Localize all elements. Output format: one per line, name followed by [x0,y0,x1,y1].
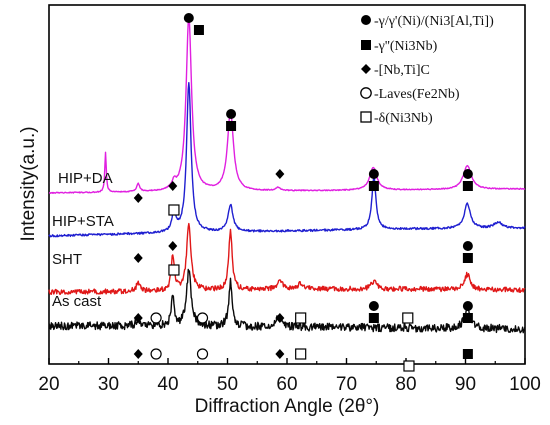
x-tick-label: 20 [38,374,59,395]
phase-marker-circle-filled [368,169,379,179]
phase-marker-square-open [168,264,180,276]
series-labels: HIP+DA HIP+STA SHT As cast [52,170,114,310]
phase-marker-diamond-filled [133,193,143,203]
phase-marker-diamond-filled [133,253,143,263]
legend-label-gamma-double-prime: -γ''(Ni3Nb) [374,39,438,54]
legend-filled-diamond-icon [361,64,371,74]
phase-marker-circle-filled [462,169,473,179]
phase-marker-circle-open [196,312,209,324]
phase-marker-diamond-filled [168,181,178,191]
x-tick-label: 60 [276,374,297,395]
phase-marker-square-open [295,348,307,360]
phase-marker-square-open [403,360,415,372]
x-tick-label: 50 [217,374,238,395]
series-line [48,268,526,334]
phase-marker-square-filled [462,313,473,323]
phase-marker-square-filled [368,181,379,191]
phase-markers [133,13,473,372]
phase-marker-square-open [402,312,414,324]
x-tick-label: 40 [157,374,178,395]
x-axis-label: Diffraction Angle (2θ°) [195,396,380,417]
legend: -γ/γ'(Ni)/(Ni3[Al,Ti]) -γ''(Ni3Nb) -[Nb,… [360,14,494,126]
x-tick-labels: 20 30 40 50 60 70 80 90 100 [38,374,540,395]
legend-label-laves: -Laves(Fe2Nb) [374,87,460,102]
phase-marker-square-filled [193,25,204,35]
phase-marker-square-filled [368,313,379,323]
phase-marker-diamond-filled [275,313,285,323]
phase-marker-circle-open [150,348,162,360]
phase-marker-circle-open [196,348,209,360]
series-line [48,15,526,195]
legend-label-carbide: -[Nb,Ti]C [374,63,430,78]
plot-frame [48,4,526,365]
series-label-hip-da: HIP+DA [58,170,113,187]
phase-marker-circle-filled [183,13,194,23]
phase-marker-square-filled [226,121,237,131]
phase-marker-diamond-filled [168,241,178,251]
series-label-hip-sta: HIP+STA [52,213,114,230]
x-tick-label: 80 [395,374,416,395]
phase-marker-square-open [295,312,307,324]
legend-label-delta: -δ(Ni3Nb) [374,111,433,126]
phase-marker-square-filled [462,181,473,191]
legend-filled-square-icon [361,40,371,50]
phase-marker-circle-filled [368,301,379,311]
phase-marker-diamond-filled [275,169,285,179]
x-ticks [48,358,526,364]
series-line [48,81,526,238]
series-layer [48,15,526,334]
phase-marker-diamond-filled [133,313,143,323]
phase-marker-square-filled [462,253,473,263]
x-tick-label: 90 [455,374,476,395]
legend-open-circle-icon [360,87,372,99]
x-tick-label: 30 [98,374,119,395]
y-axis-label: Intensity(a.u.) [18,126,39,241]
phase-marker-diamond-filled [275,349,285,359]
legend-filled-circle-icon [361,15,371,25]
phase-marker-diamond-filled [133,349,143,359]
phase-marker-square-open [168,204,180,216]
series-label-as-cast: As cast [52,293,102,310]
x-tick-label: 70 [336,374,357,395]
phase-marker-square-filled [462,349,473,359]
phase-marker-circle-filled [462,301,473,311]
legend-open-square-icon [360,111,372,123]
phase-marker-circle-filled [226,109,237,119]
phase-marker-circle-open [150,312,162,324]
phase-marker-circle-filled [462,241,473,251]
legend-label-gamma: -γ/γ'(Ni)/(Ni3[Al,Ti]) [374,14,494,29]
x-tick-label: 100 [509,374,541,395]
series-label-sht: SHT [52,251,82,268]
series-line [48,222,526,295]
